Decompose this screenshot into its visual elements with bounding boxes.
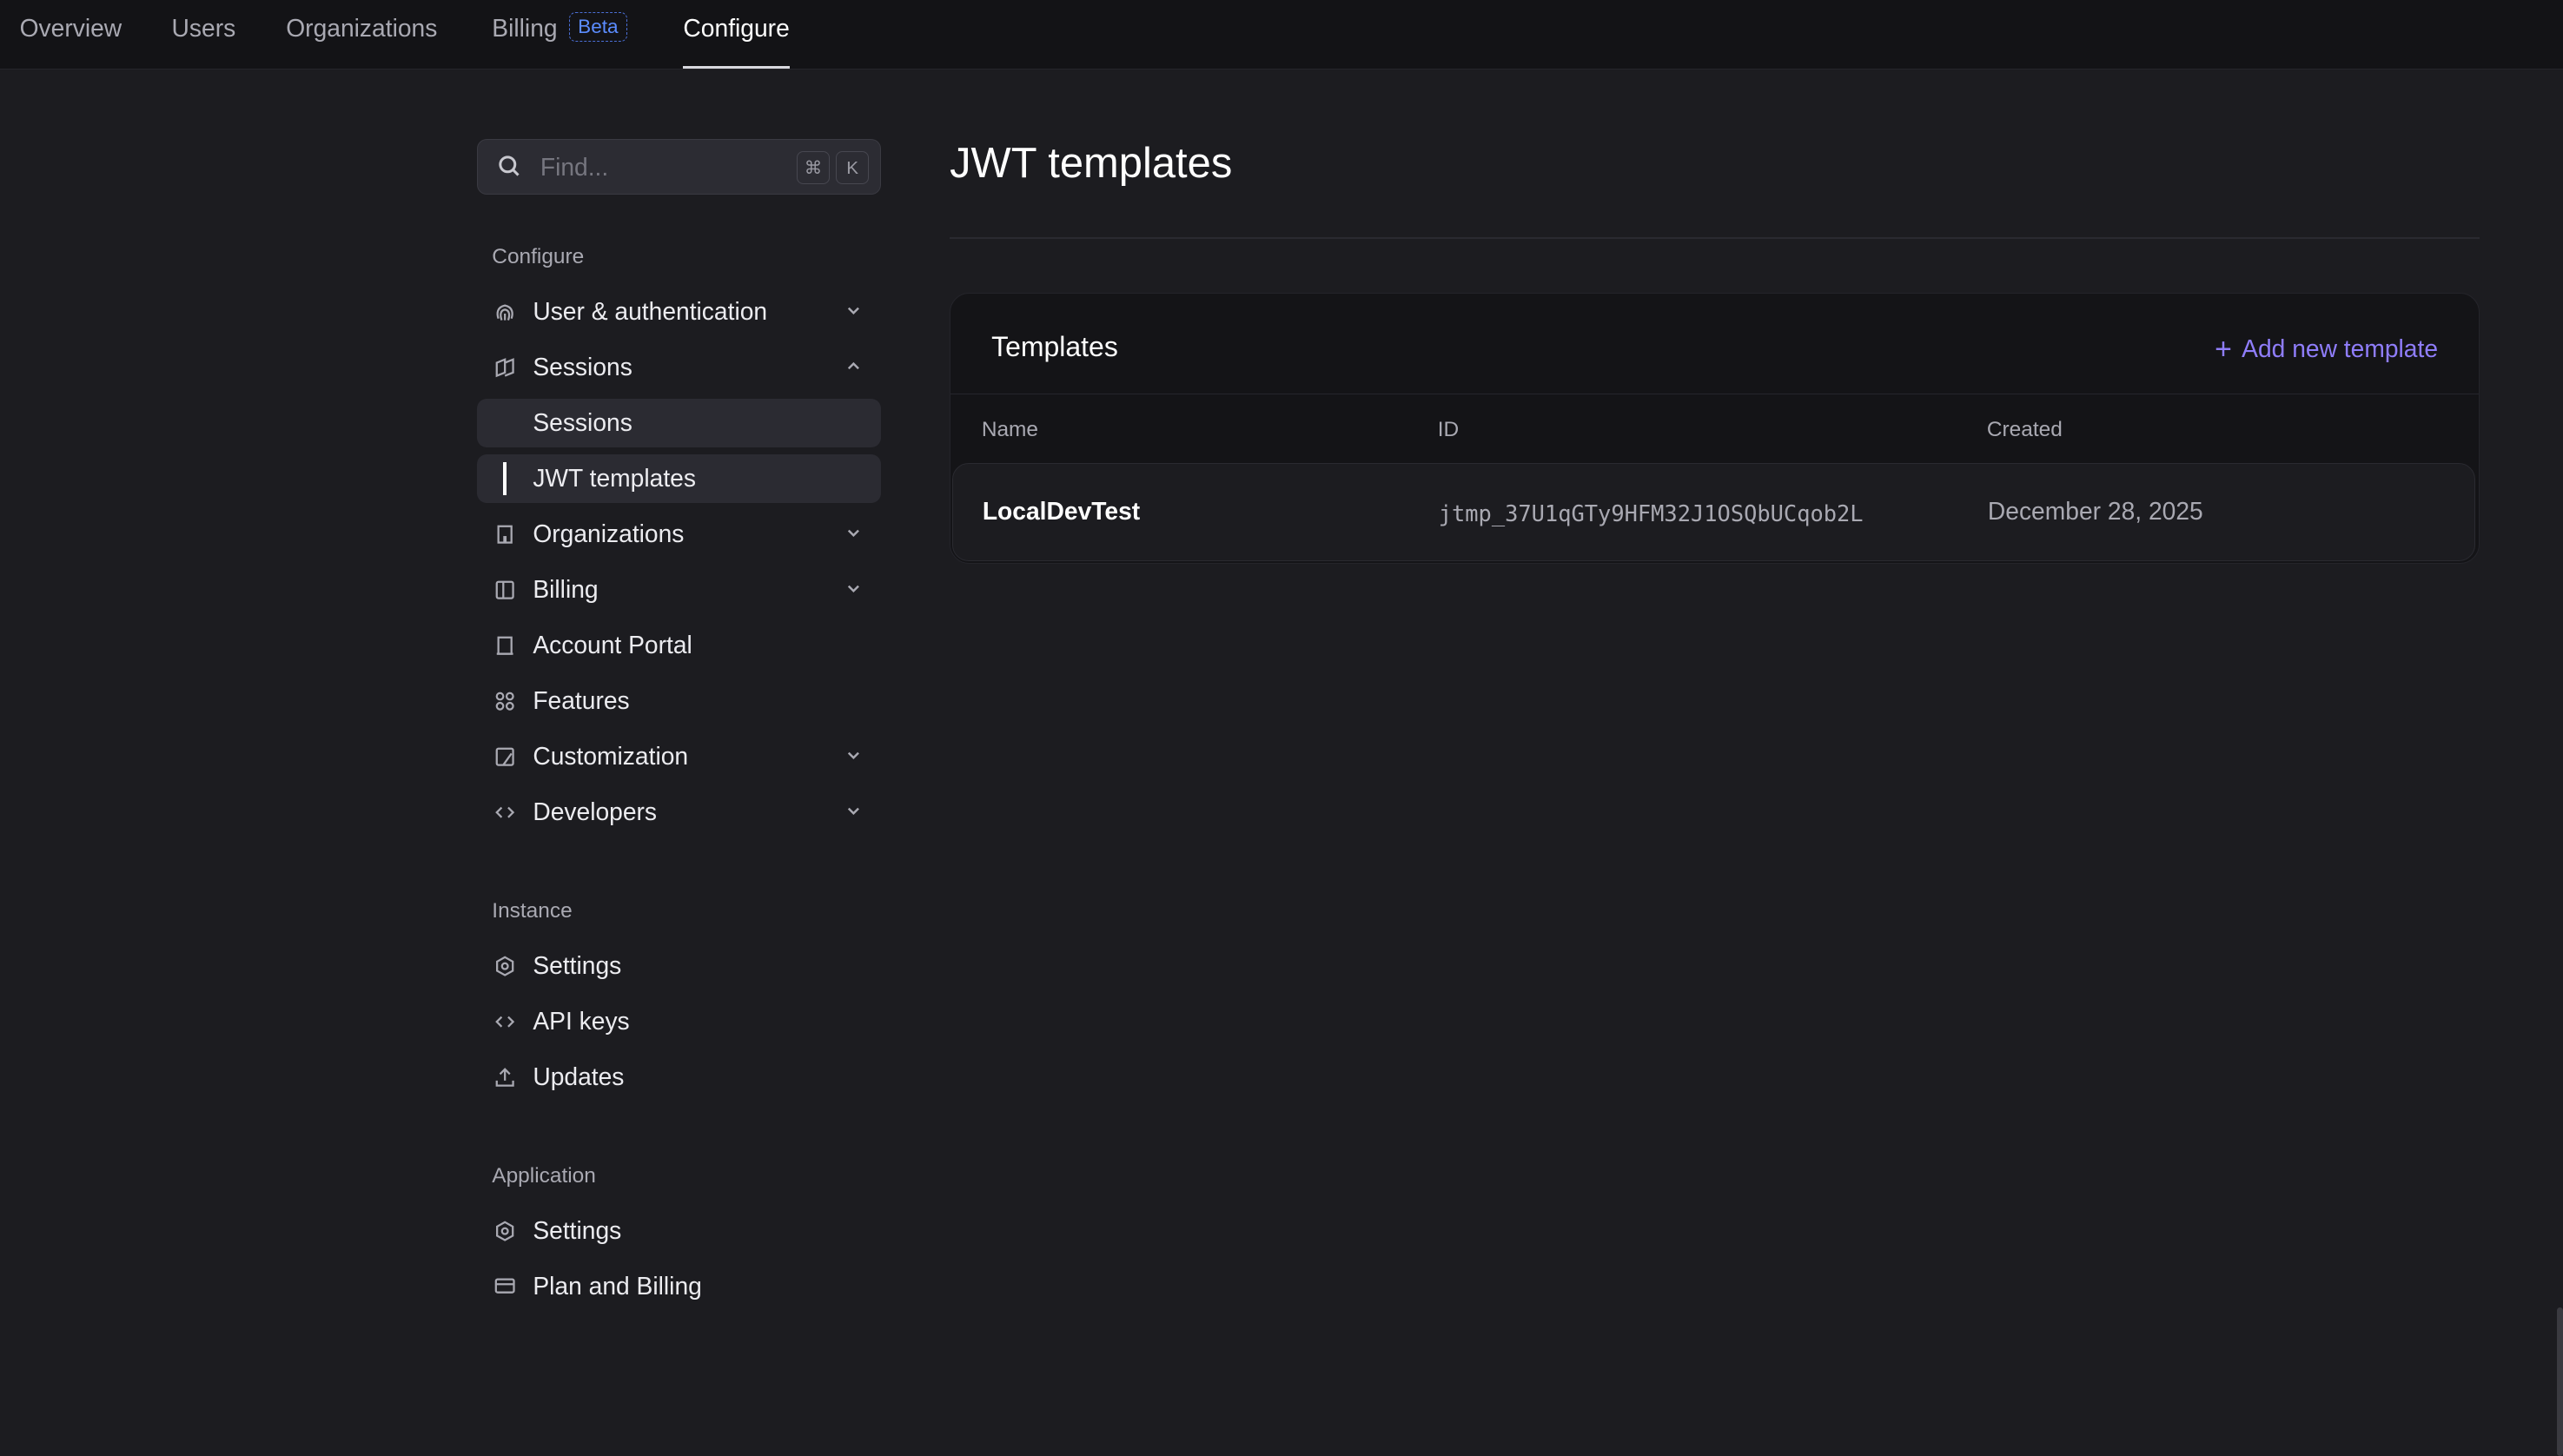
chevron-down-icon [847, 529, 859, 537]
add-label: Add new template [2242, 334, 2439, 363]
tab-users[interactable]: Users [171, 14, 236, 42]
top-navigation: Overview Users Organizations Billing Beta… [0, 0, 2563, 70]
sidebar-item-label: Updates [533, 1062, 625, 1090]
fingerprint-icon [496, 304, 513, 321]
sidebar-item-label: Settings [533, 1215, 622, 1244]
sidebar-item-features[interactable]: Features [477, 677, 881, 725]
palette-icon [495, 747, 514, 766]
chevron-up-icon [847, 361, 859, 370]
plus-icon: + [2215, 332, 2232, 366]
sidebar-item-label: Account Portal [533, 631, 692, 659]
card-title: Templates [991, 331, 1118, 363]
sidebar-item-label: JWT templates [533, 464, 696, 493]
shortcut-cmd-key: ⌘ [797, 151, 830, 184]
sidebar-item-label: Plan and Billing [533, 1271, 702, 1300]
sidebar-subitem-sessions[interactable]: Sessions [477, 399, 882, 448]
divider [950, 236, 2480, 239]
sidebar-item-application-settings[interactable]: Settings [477, 1206, 881, 1254]
template-created: December 28, 2025 [1987, 497, 2203, 526]
column-header-created: Created [1986, 417, 2063, 441]
tab-organizations[interactable]: Organizations [286, 14, 438, 42]
section-heading-application: Application [492, 1163, 596, 1188]
sidebar-subitem-jwt-templates[interactable]: JWT templates [477, 454, 882, 504]
sessions-icon [495, 358, 514, 378]
sidebar-item-billing[interactable]: Billing [477, 566, 881, 614]
building-icon [497, 525, 513, 544]
sidebar-item-account-portal[interactable]: Account Portal [477, 621, 881, 670]
sidebar-item-label: Settings [533, 950, 622, 979]
portal-icon [496, 636, 513, 655]
chevron-down-icon [847, 307, 859, 315]
search-box[interactable]: ⌘ K [477, 138, 882, 195]
grid-icon [495, 692, 514, 711]
table-row[interactable]: LocalDevTest jtmp_37U1qGTy9HFM32J1OSQbUC… [951, 463, 2476, 562]
sidebar-item-organizations[interactable]: Organizations [477, 510, 881, 559]
sidebar-item-label: Customization [533, 742, 689, 771]
section-heading-configure: Configure [492, 245, 585, 269]
tab-billing-label: Billing [492, 14, 558, 42]
section-heading-instance: Instance [492, 898, 573, 923]
add-new-template-button[interactable]: + Add new template [2215, 333, 2438, 367]
sidebar-item-sessions[interactable]: Sessions [477, 343, 881, 392]
sidebar-item-updates[interactable]: Updates [477, 1053, 881, 1102]
sidebar-item-user-authentication[interactable]: User & authentication [477, 288, 881, 336]
sidebar-item-api-keys[interactable]: API keys [477, 997, 881, 1046]
sidebar-item-plan-billing[interactable]: Plan and Billing [477, 1261, 881, 1310]
card-icon [494, 1278, 515, 1294]
chevron-down-icon [847, 807, 859, 815]
sidebar-item-label: Sessions [533, 353, 632, 381]
sidebar-item-label: User & authentication [533, 297, 768, 326]
sidebar-item-label: Features [533, 686, 630, 715]
sidebar-item-instance-settings[interactable]: Settings [477, 942, 881, 990]
billing-icon [495, 580, 514, 599]
search-input[interactable] [537, 149, 772, 186]
template-name: LocalDevTest [982, 497, 1141, 526]
sidebar-item-customization[interactable]: Customization [477, 732, 881, 781]
gear-icon [496, 956, 514, 976]
chevron-down-icon [847, 585, 859, 592]
templates-card: Templates + Add new template Name ID Crea… [950, 292, 2480, 565]
code-icon [495, 1016, 515, 1028]
sidebar-item-label: Sessions [533, 408, 632, 437]
sidebar-item-label: Developers [533, 797, 658, 826]
beta-badge: Beta [568, 12, 627, 43]
tab-overview[interactable]: Overview [19, 14, 123, 42]
code-icon [495, 806, 515, 818]
sidebar-item-label: Billing [533, 575, 599, 604]
sidebar-item-label: Organizations [533, 520, 685, 548]
tab-configure[interactable]: Configure [683, 0, 790, 69]
tab-billing[interactable]: Billing Beta [492, 0, 627, 69]
sidebar-item-developers[interactable]: Developers [477, 788, 881, 837]
search-icon [499, 156, 520, 176]
template-id: jtmp_37U1qGTy9HFM32J1OSQbUCqob2L [1438, 500, 1864, 526]
divider [950, 393, 2480, 395]
gear-icon [496, 1221, 514, 1241]
upload-icon [495, 1067, 514, 1087]
chevron-down-icon [847, 751, 859, 759]
page-title: JWT templates [950, 139, 1233, 187]
active-indicator [503, 462, 507, 496]
shortcut-k-key: K [836, 151, 869, 184]
column-header-id: ID [1437, 417, 1460, 441]
scrollbar[interactable] [2556, 1307, 2563, 1456]
sidebar-item-label: API keys [533, 1006, 630, 1035]
column-header-name: Name [981, 417, 1038, 441]
